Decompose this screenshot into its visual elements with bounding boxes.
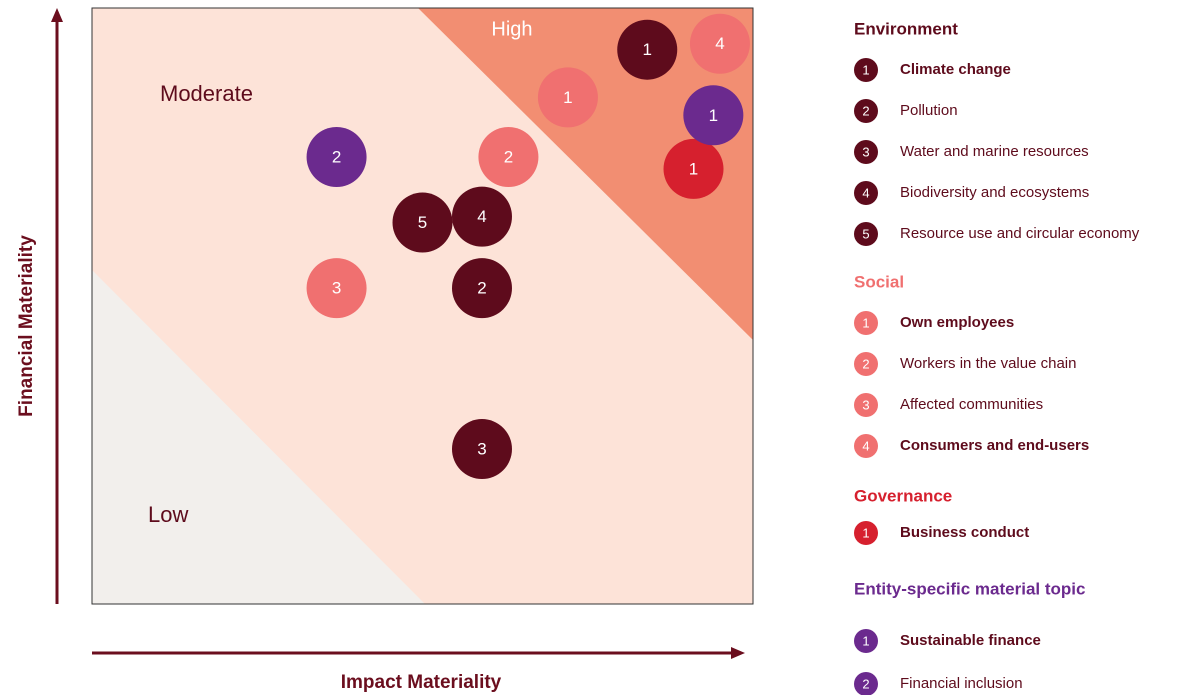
bubble: [683, 85, 744, 146]
legend-item: Climate change: [900, 61, 1011, 78]
bubble: [392, 192, 453, 253]
legend-number: 5: [862, 226, 869, 241]
legend-swatch: [854, 672, 878, 695]
legend-item: Water and marine resources: [900, 143, 1089, 160]
legend-item: Resource use and circular economy: [900, 225, 1140, 242]
bubble: [451, 186, 512, 247]
bubble-label: 1: [563, 88, 572, 107]
legend-item: Sustainable finance: [900, 632, 1041, 649]
legend-number: 1: [862, 315, 869, 330]
legend-swatch: [854, 222, 878, 246]
legend-number: 2: [862, 676, 869, 691]
legend-swatch: [854, 434, 878, 458]
y-axis-title: Financial Materiality: [16, 235, 37, 417]
bubble-label: 5: [418, 213, 427, 232]
legend-swatch: [854, 311, 878, 335]
legend-item: Business conduct: [900, 524, 1029, 541]
legend-item: Affected communities: [900, 396, 1043, 413]
bubble: [306, 258, 367, 319]
legend-number: 4: [862, 438, 869, 453]
bubble-label: 1: [689, 159, 698, 178]
low-zone: [92, 270, 425, 604]
bubble: [451, 419, 512, 480]
legend-group: Environment: [854, 19, 958, 38]
legend-group: Governance: [854, 486, 952, 505]
legend-item: Financial inclusion: [900, 675, 1023, 692]
bubble: [478, 127, 539, 187]
legend-group: Social: [854, 272, 904, 291]
bubble-label: 4: [715, 34, 724, 53]
legend-swatch: [854, 393, 878, 417]
x-arrow-head: [731, 647, 745, 659]
legend-item: Workers in the value chain: [900, 355, 1076, 372]
legend-number: 1: [862, 633, 869, 648]
zone-label: Low: [148, 502, 188, 527]
legend-number: 1: [862, 62, 869, 77]
legend-number: 3: [862, 397, 869, 412]
bubble: [537, 67, 598, 128]
bubble-label: 1: [643, 40, 652, 59]
bubble-label: 2: [504, 147, 513, 166]
bubble: [617, 19, 678, 80]
legend-item: Own employees: [900, 314, 1014, 331]
high-zone: [418, 8, 753, 340]
legend-number: 4: [862, 185, 869, 200]
bubble: [306, 127, 367, 187]
legend-swatch: [854, 521, 878, 545]
legend-group: Entity-specific material topic: [854, 579, 1085, 598]
zone-label: Moderate: [160, 81, 253, 106]
plot-frame: [91, 7, 754, 605]
bubble-label: 2: [332, 147, 341, 166]
legend-item: Consumers and end-users: [900, 437, 1089, 454]
bubble: [451, 258, 512, 319]
legend-swatch: [854, 99, 878, 123]
legend-number: 1: [862, 525, 869, 540]
legend-swatch: [854, 58, 878, 82]
bubble: [663, 138, 724, 199]
legend-number: 2: [862, 356, 869, 371]
legend-swatch: [854, 352, 878, 376]
bubble-label: 3: [332, 279, 341, 298]
legend-item: Pollution: [900, 102, 958, 119]
x-axis-title: Impact Materiality: [341, 672, 502, 693]
legend-item: Biodiversity and ecosystems: [900, 184, 1089, 201]
bubble-label: 2: [477, 279, 486, 298]
bubble: [689, 13, 750, 74]
legend-number: 3: [862, 144, 869, 159]
bubble-label: 3: [477, 440, 486, 459]
bubble-label: 1: [709, 106, 718, 125]
legend-number: 2: [862, 103, 869, 118]
y-arrow-head: [51, 8, 63, 22]
legend-swatch: [854, 629, 878, 653]
legend-swatch: [854, 140, 878, 164]
zone-label: High: [491, 18, 532, 40]
legend-swatch: [854, 181, 878, 205]
bubble-label: 4: [477, 207, 486, 226]
